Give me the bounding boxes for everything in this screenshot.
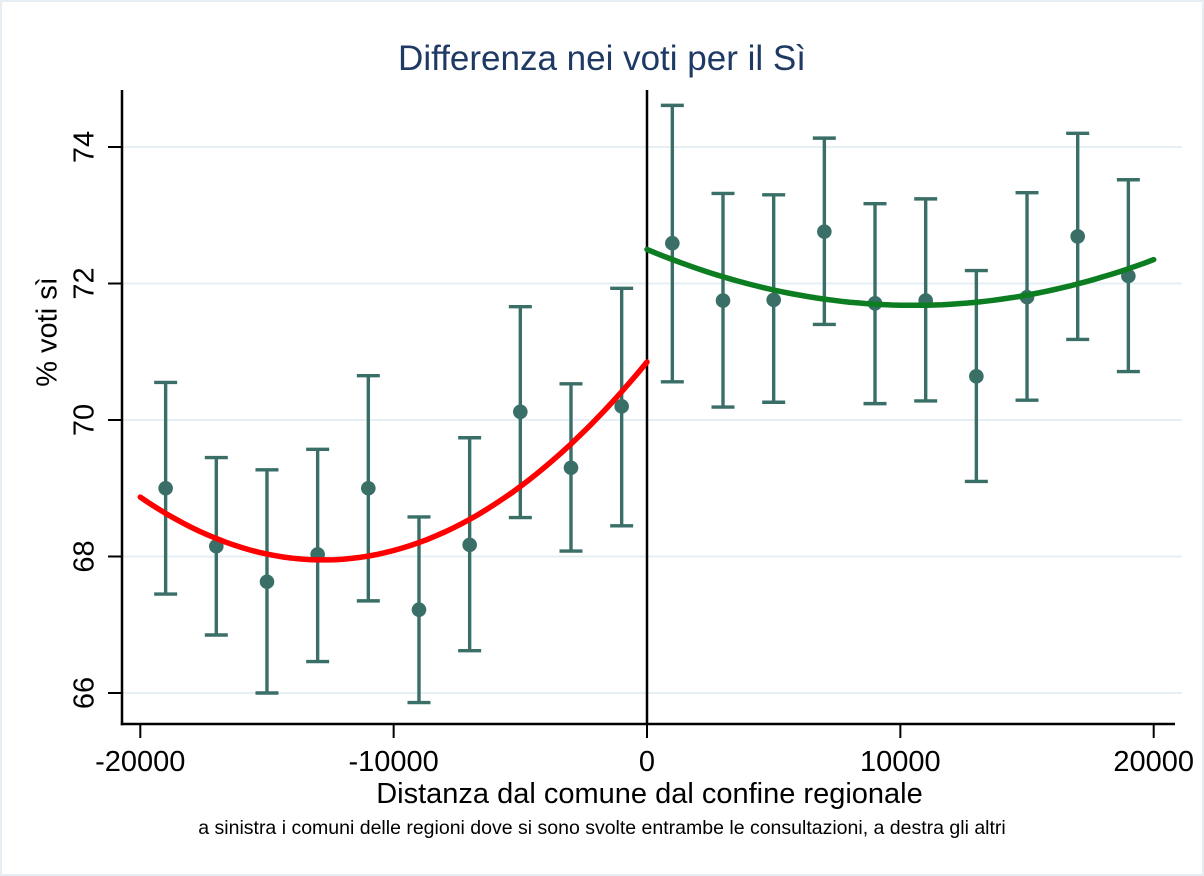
data-point-marker — [513, 404, 528, 420]
x-tick-label: -10000 — [348, 746, 438, 778]
data-point-marker — [766, 292, 781, 308]
y-tick-label: 66 — [69, 677, 101, 709]
y-axis-title: % voti sì — [31, 277, 64, 387]
data-point-marker — [665, 235, 680, 251]
data-point-marker — [411, 602, 427, 618]
fit-curve-right — [644, 246, 1157, 309]
chart-note: a sinistra i comuni delle regioni dove s… — [198, 817, 1006, 839]
data-point-marker — [614, 399, 629, 414]
data-point-marker — [1070, 229, 1085, 244]
chart-title: Differenza nei voti per il Sì — [398, 39, 806, 78]
x-tick-label: 10000 — [860, 746, 941, 778]
fit-curve-left — [137, 359, 650, 563]
y-tick-label: 68 — [69, 540, 101, 572]
data-point-marker — [158, 480, 173, 496]
x-axis-title: Distanza dal comune dal confine regional… — [376, 778, 923, 810]
data-point-marker — [969, 369, 984, 384]
x-tick-label: 0 — [639, 746, 655, 778]
y-tick-label: 74 — [69, 131, 101, 163]
data-point-marker — [563, 460, 579, 476]
y-tick-label: 70 — [69, 404, 101, 436]
x-tick-label: -20000 — [95, 746, 185, 778]
data-point-marker — [361, 480, 376, 496]
data-point-marker — [462, 537, 477, 553]
data-point-marker — [259, 574, 275, 590]
data-point-marker — [715, 293, 731, 308]
y-tick-label: 72 — [69, 267, 101, 299]
data-point-marker — [817, 224, 832, 239]
x-tick-label: 20000 — [1113, 746, 1194, 778]
